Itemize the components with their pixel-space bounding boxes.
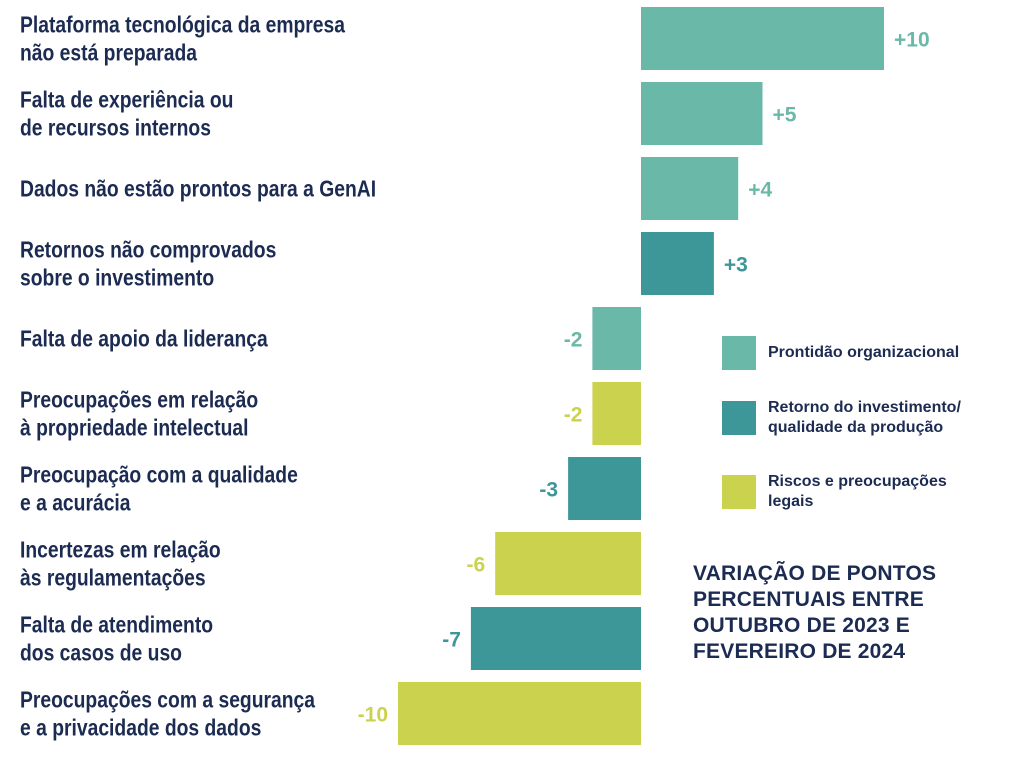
value-label-8: -6 xyxy=(467,554,486,577)
category-label-8-line-2: às regulamentações xyxy=(20,566,206,591)
value-label-1: +10 xyxy=(894,29,930,52)
value-label-2: +5 xyxy=(773,104,797,127)
legend-swatch-risk xyxy=(722,475,756,509)
legend-label-risk: Riscos e preocupações legais xyxy=(768,473,947,510)
category-label-3-line-1: Dados não estão prontos para a GenAI xyxy=(20,177,376,202)
bar-10 xyxy=(398,682,641,745)
legend-item-org: Prontidão organizacional xyxy=(722,336,998,370)
legend-label-org: Prontidão organizacional xyxy=(768,344,960,361)
legend-item-roi: Retorno do investimento/ qualidade da pr… xyxy=(722,398,983,438)
value-label-10: -10 xyxy=(358,704,388,727)
legend-item-risk: Riscos e preocupações legais xyxy=(722,472,968,512)
category-label-6-line-1: Preocupações em relação xyxy=(20,388,258,413)
category-label-6-line-2: à propriedade intelectual xyxy=(20,416,248,441)
value-label-5: -2 xyxy=(564,329,583,352)
category-label-1-line-1: Plataforma tecnológica da empresa xyxy=(20,13,345,38)
bar-6 xyxy=(592,382,641,445)
category-label-9-line-1: Falta de atendimento xyxy=(20,613,213,638)
bar-9 xyxy=(470,607,641,670)
bar-3 xyxy=(641,157,739,220)
category-label-4-line-2: sobre o investimento xyxy=(20,266,214,291)
bar-2 xyxy=(641,82,763,145)
bar-5 xyxy=(592,307,641,370)
category-label-7-line-1: Preocupação com a qualidade xyxy=(20,463,298,488)
bar-1 xyxy=(641,7,884,70)
category-label-10-line-1: Preocupações com a segurança xyxy=(20,688,315,713)
category-label-9-line-2: dos casos de uso xyxy=(20,641,182,666)
chart-note: VARIAÇÃO DE PONTOS PERCENTUAIS ENTRE OUT… xyxy=(693,562,937,663)
category-label-2-line-2: de recursos internos xyxy=(20,116,211,141)
category-label-7-line-2: e a acurácia xyxy=(20,491,131,516)
legend-label-roi: Retorno do investimento/ qualidade da pr… xyxy=(768,399,961,436)
category-label-2-line-1: Falta de experiência ou xyxy=(20,88,233,113)
category-label-8-line-1: Incertezas em relação xyxy=(20,538,221,563)
category-label-5-line-1: Falta de apoio da liderança xyxy=(20,327,268,352)
category-label-4-line-1: Retornos não comprovados xyxy=(20,238,276,263)
value-label-4: +3 xyxy=(724,254,748,277)
bar-8 xyxy=(495,532,641,595)
value-label-9: -7 xyxy=(442,629,461,652)
bar-7 xyxy=(568,457,641,520)
value-label-7: -3 xyxy=(539,479,558,502)
category-label-1-line-2: não está preparada xyxy=(20,41,197,66)
value-label-3: +4 xyxy=(748,179,772,202)
legend-swatch-roi xyxy=(722,401,756,435)
category-label-10-line-2: e a privacidade dos dados xyxy=(20,716,261,741)
bar-4 xyxy=(641,232,714,295)
value-label-6: -2 xyxy=(564,404,583,427)
legend-swatch-org xyxy=(722,336,756,370)
